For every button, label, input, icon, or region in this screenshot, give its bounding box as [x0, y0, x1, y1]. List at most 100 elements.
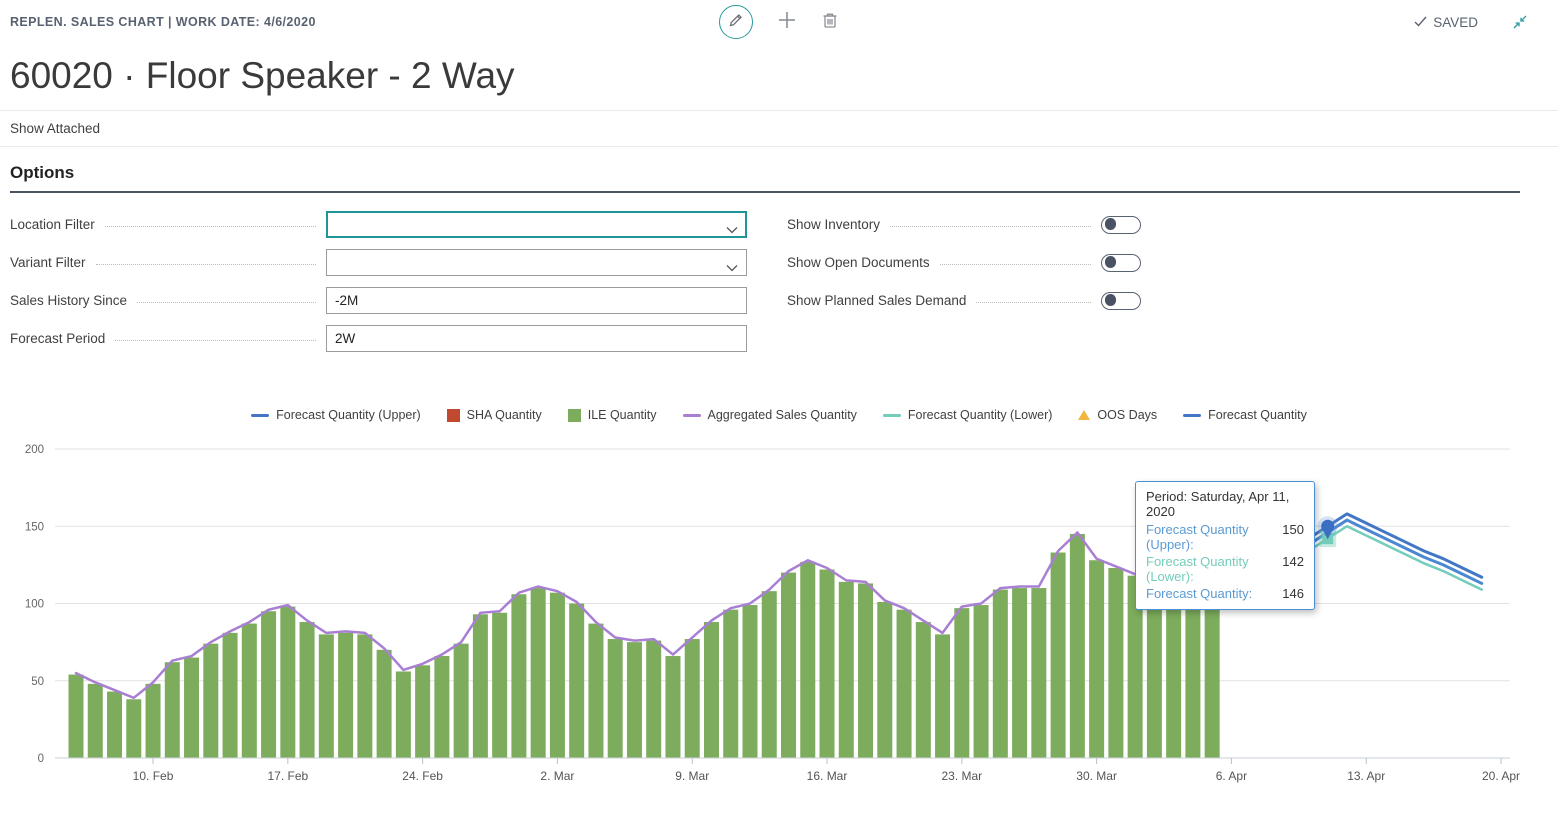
add-button[interactable]	[777, 10, 797, 35]
ile-quantity-bar[interactable]	[107, 691, 123, 758]
legend-item[interactable]: Forecast Quantity (Upper)	[251, 408, 421, 422]
variant-filter-label: Variant Filter	[10, 255, 86, 270]
ile-quantity-bar[interactable]	[626, 642, 642, 758]
ile-quantity-bar[interactable]	[299, 622, 315, 758]
ile-quantity-bar[interactable]	[665, 656, 681, 758]
legend-item-label: OOS Days	[1097, 408, 1158, 422]
options-section-heading[interactable]: Options	[10, 163, 75, 182]
ile-quantity-bar[interactable]	[761, 591, 777, 758]
ile-quantity-bar[interactable]	[453, 643, 469, 758]
legend-item[interactable]: ILE Quantity	[567, 408, 657, 422]
location-filter-input[interactable]	[326, 211, 747, 238]
x-axis-label: 24. Feb	[402, 769, 443, 783]
page-title: 60020 · Floor Speaker - 2 Way	[10, 55, 515, 96]
legend-item[interactable]: Forecast Quantity	[1183, 408, 1307, 422]
tooltip-row-lower: Forecast Quantity (Lower): 142	[1146, 554, 1304, 584]
ile-quantity-bar[interactable]	[1166, 594, 1182, 758]
ile-quantity-bar[interactable]	[646, 640, 662, 758]
ile-quantity-bar[interactable]	[395, 671, 411, 758]
show-attached-link[interactable]: Show Attached	[0, 110, 1558, 147]
ile-quantity-bar[interactable]	[318, 634, 334, 758]
ile-quantity-bar[interactable]	[1204, 606, 1220, 758]
collapse-page-button[interactable]	[1512, 14, 1528, 35]
ile-quantity-bar[interactable]	[1050, 552, 1066, 758]
ile-quantity-bar[interactable]	[858, 583, 874, 758]
forecast-period-input[interactable]	[326, 325, 747, 352]
sales-history-since-input[interactable]	[326, 287, 747, 314]
ile-quantity-bar[interactable]	[838, 581, 854, 758]
ile-quantity-bar[interactable]	[549, 592, 565, 758]
field-row-forecast-period: Forecast Period	[10, 325, 747, 352]
ile-quantity-bar[interactable]	[723, 609, 739, 758]
ile-quantity-bar[interactable]	[1031, 588, 1047, 758]
y-axis-label: 150	[25, 521, 44, 533]
ile-quantity-bar[interactable]	[1146, 584, 1162, 758]
ile-quantity-bar[interactable]	[896, 609, 912, 758]
show-inventory-toggle[interactable]	[1101, 215, 1141, 234]
ile-quantity-bar[interactable]	[184, 657, 200, 758]
legend-item[interactable]: Aggregated Sales Quantity	[682, 408, 857, 422]
ile-quantity-bar[interactable]	[973, 605, 989, 758]
ile-quantity-bar[interactable]	[800, 561, 816, 758]
sales-history-since-label: Sales History Since	[10, 293, 128, 308]
show-planned-sales-demand-toggle[interactable]	[1101, 291, 1141, 310]
ile-quantity-bar[interactable]	[742, 605, 758, 758]
legend-item[interactable]: OOS Days	[1078, 408, 1157, 422]
ile-quantity-bar[interactable]	[992, 589, 1008, 758]
ile-quantity-bar[interactable]	[203, 643, 219, 758]
show-inventory-label: Show Inventory	[787, 217, 881, 232]
legend-item-label: Forecast Quantity (Upper)	[276, 408, 421, 422]
ile-quantity-bar[interactable]	[1012, 588, 1028, 758]
legend-item-label: Aggregated Sales Quantity	[707, 408, 857, 422]
aggregated-sales-line[interactable]	[74, 531, 1214, 700]
ile-quantity-bar[interactable]	[607, 639, 623, 758]
dotted-leader	[890, 226, 1091, 227]
ile-quantity-bar[interactable]	[376, 649, 392, 758]
ile-quantity-bar[interactable]	[434, 656, 450, 758]
ile-quantity-bar[interactable]	[492, 612, 508, 758]
ile-quantity-bar[interactable]	[145, 683, 161, 758]
ile-quantity-bar[interactable]	[530, 588, 546, 758]
ile-quantity-bar[interactable]	[935, 634, 951, 758]
ile-quantity-bar[interactable]	[1127, 575, 1143, 758]
ile-quantity-bar[interactable]	[1185, 594, 1201, 758]
ile-quantity-bar[interactable]	[241, 623, 257, 758]
ile-quantity-bar[interactable]	[222, 632, 238, 758]
legend-item[interactable]: Forecast Quantity (Lower)	[882, 408, 1052, 422]
ile-quantity-bar[interactable]	[261, 611, 277, 758]
ile-quantity-bar[interactable]	[68, 674, 84, 758]
legend-item[interactable]: SHA Quantity	[446, 408, 542, 422]
ile-quantity-bar[interactable]	[915, 622, 931, 758]
ile-quantity-bar[interactable]	[126, 699, 142, 758]
variant-filter-input[interactable]	[326, 249, 747, 276]
toolbar	[719, 5, 839, 39]
ile-quantity-bar[interactable]	[569, 603, 585, 759]
ile-quantity-bar[interactable]	[781, 572, 797, 758]
ile-quantity-bar[interactable]	[1089, 560, 1105, 758]
ile-quantity-bar[interactable]	[415, 665, 431, 758]
ile-quantity-bar[interactable]	[164, 662, 180, 758]
toggle-row-show-open-documents: Show Open Documents	[787, 249, 1141, 276]
edit-button[interactable]	[719, 5, 753, 39]
ile-quantity-bar[interactable]	[87, 683, 103, 758]
ile-quantity-bar[interactable]	[877, 601, 893, 758]
show-open-documents-toggle[interactable]	[1101, 253, 1141, 272]
ile-quantity-bar[interactable]	[357, 634, 373, 758]
chart-plot-area[interactable]: 0 50 100 150 200 10. Feb 17. Feb 24. Feb 2. Mar 9…	[0, 431, 1558, 783]
options-section-divider	[10, 191, 1520, 193]
legend-item-label: Forecast Quantity	[1208, 408, 1307, 422]
ile-quantity-bar[interactable]	[703, 622, 719, 758]
ile-quantity-bar[interactable]	[588, 623, 604, 758]
ile-quantity-bar[interactable]	[819, 569, 835, 758]
ile-quantity-bar[interactable]	[280, 606, 296, 758]
ile-quantity-bar[interactable]	[472, 614, 488, 758]
toggle-knob	[1104, 218, 1116, 230]
ile-quantity-bar[interactable]	[1108, 567, 1124, 758]
ile-quantity-bar[interactable]	[338, 632, 354, 758]
ile-quantity-bar[interactable]	[954, 608, 970, 758]
toggle-knob	[1104, 256, 1116, 268]
ile-quantity-bar[interactable]	[684, 639, 700, 758]
delete-button[interactable]	[821, 11, 839, 34]
ile-quantity-bar[interactable]	[1069, 533, 1085, 758]
ile-quantity-bar[interactable]	[511, 594, 527, 758]
